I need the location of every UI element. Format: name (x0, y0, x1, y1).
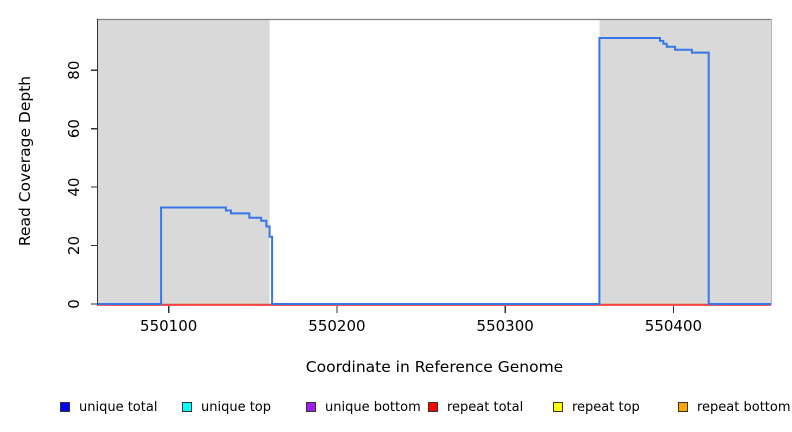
legend-label: unique total (79, 399, 158, 415)
legend-swatch-icon (306, 402, 316, 412)
repeat-region-right (599, 19, 771, 304)
legend-swatch-icon (553, 402, 563, 412)
legend-label: unique bottom (325, 399, 421, 415)
legend-swatch-icon (182, 402, 192, 412)
legend: unique total unique top unique bottom repea… (0, 398, 792, 420)
legend-item-unique-top: unique top (182, 398, 271, 416)
unique-total-line (98, 37, 771, 305)
x-tick-label: 550200 (308, 317, 365, 335)
legend-item-repeat-top: repeat top (553, 398, 640, 416)
legend-swatch-icon (60, 402, 70, 412)
legend-label: repeat total (447, 399, 524, 415)
legend-label: repeat top (572, 399, 640, 415)
legend-item-repeat-total: repeat total (428, 398, 523, 416)
x-tick-label: 550400 (645, 317, 702, 335)
y-tick-label: 80 (65, 61, 83, 80)
legend-item-unique-total: unique total (60, 398, 157, 416)
legend-label: repeat bottom (697, 399, 791, 415)
repeat-region-left (98, 19, 270, 304)
y-tick-label: 60 (65, 119, 83, 138)
y-axis-title: Read Coverage Depth (16, 75, 34, 247)
y-tick-label: 20 (65, 236, 83, 255)
x-tick-label: 550100 (140, 317, 197, 335)
legend-item-unique-bottom: unique bottom (306, 398, 421, 416)
y-tick-label: 40 (65, 178, 83, 197)
y-tick-label: 0 (65, 299, 83, 309)
legend-item-repeat-bottom: repeat bottom (678, 398, 791, 416)
legend-swatch-icon (678, 402, 688, 412)
x-tick-label: 550300 (477, 317, 534, 335)
x-axis-title: Coordinate in Reference Genome (305, 358, 564, 376)
legend-label: unique top (201, 399, 272, 415)
legend-swatch-icon (428, 402, 438, 412)
